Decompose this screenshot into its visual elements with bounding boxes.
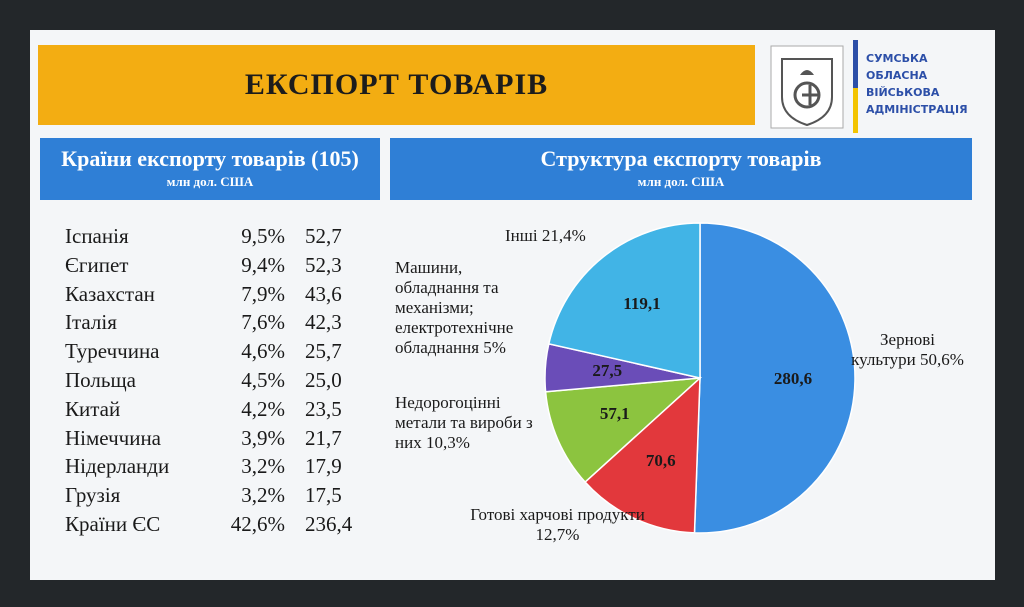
slice-label: Зернові культури 50,6% [851, 330, 964, 369]
slice-label: Готові харчові продукти 12,7% [470, 505, 645, 544]
value-label: 280,6 [773, 368, 813, 388]
pie-slice [544, 377, 703, 484]
table-cell: 3,9% [241, 425, 285, 450]
org-line: ВІЙСЬКОВА [866, 86, 940, 99]
org-line: ОБЛАСНА [866, 69, 928, 82]
table-heading: Країни експорту товарів (105) млн дол. С… [40, 138, 380, 200]
pie-slice [547, 222, 701, 379]
table-cell: 52,7 [305, 224, 342, 248]
slide-title: ЕКСПОРТ ТОВАРІВ [244, 68, 549, 101]
table-subtitle: млн дол. США [166, 174, 254, 189]
org-line: СУМСЬКА [866, 52, 928, 65]
table-cell: 43,6 [305, 281, 342, 306]
table-cell: 25,7 [305, 339, 342, 364]
flag-yellow [853, 88, 858, 133]
table-cell: 4,5% [241, 368, 285, 392]
chart-heading: Структура експорту товарів млн дол. США [390, 138, 972, 200]
pie-slice [693, 222, 856, 534]
value-label: 119,1 [623, 294, 661, 314]
table-cell: 21,7 [305, 425, 342, 450]
chart-title: Структура експорту товарів [540, 146, 822, 171]
org-name: СУМСЬКА ОБЛАСНА ВІЙСЬКОВА АДМІНІСТРАЦІЯ [866, 50, 968, 118]
table-cell: 4,2% [241, 396, 285, 421]
table-cell: Країни ЄС [65, 512, 161, 536]
table-cell: 17,5 [305, 483, 342, 508]
slice-label: Недорогоцінні метали та вироби з них 10,… [395, 393, 533, 452]
flag-blue [853, 40, 858, 88]
value-label: 70,6 [645, 451, 676, 471]
table-cell: Італія [65, 310, 117, 335]
table-cell: Іспанія [65, 224, 129, 248]
table-cell: Казахстан [65, 281, 155, 306]
table-cell: 9,4% [241, 252, 285, 277]
table-cell: Німеччина [65, 425, 162, 450]
slice-label: Машини, обладнання та механізми; електро… [395, 258, 514, 357]
slice-label: Інші 21,4% [505, 226, 586, 245]
table-cell: Китай [65, 396, 121, 421]
table-cell: Єгипет [65, 252, 129, 277]
table-cell: 23,5 [305, 396, 342, 421]
value-label: 27,5 [592, 360, 623, 380]
table-cell: 9,5% [241, 224, 285, 248]
table-cell: 236,4 [305, 512, 353, 536]
org-line: АДМІНІСТРАЦІЯ [866, 103, 968, 116]
table-cell: Туреччина [65, 339, 160, 364]
table-cell: Нідерланди [65, 454, 170, 479]
chart-subtitle: млн дол. США [637, 174, 725, 189]
table-cell: 7,6% [241, 310, 285, 335]
table-cell: 52,3 [305, 252, 342, 277]
table-cell: 25,0 [305, 368, 342, 392]
value-label: 57,1 [599, 404, 630, 424]
table-cell: 3,2% [241, 454, 285, 479]
pie-slice [584, 376, 701, 534]
table-cell: Грузія [65, 483, 121, 508]
table-cell: 3,2% [241, 483, 285, 508]
table-cell: 4,6% [241, 339, 285, 364]
title-banner [38, 45, 755, 125]
table-cell: 42,3 [305, 310, 342, 335]
table-cell: 17,9 [305, 454, 342, 479]
table-cell: 7,9% [241, 281, 285, 306]
table-cell: 42,6% [230, 512, 285, 536]
table-title: Країни експорту товарів (105) [61, 146, 359, 171]
table-cell: Польща [65, 368, 136, 392]
emblem [770, 45, 844, 129]
